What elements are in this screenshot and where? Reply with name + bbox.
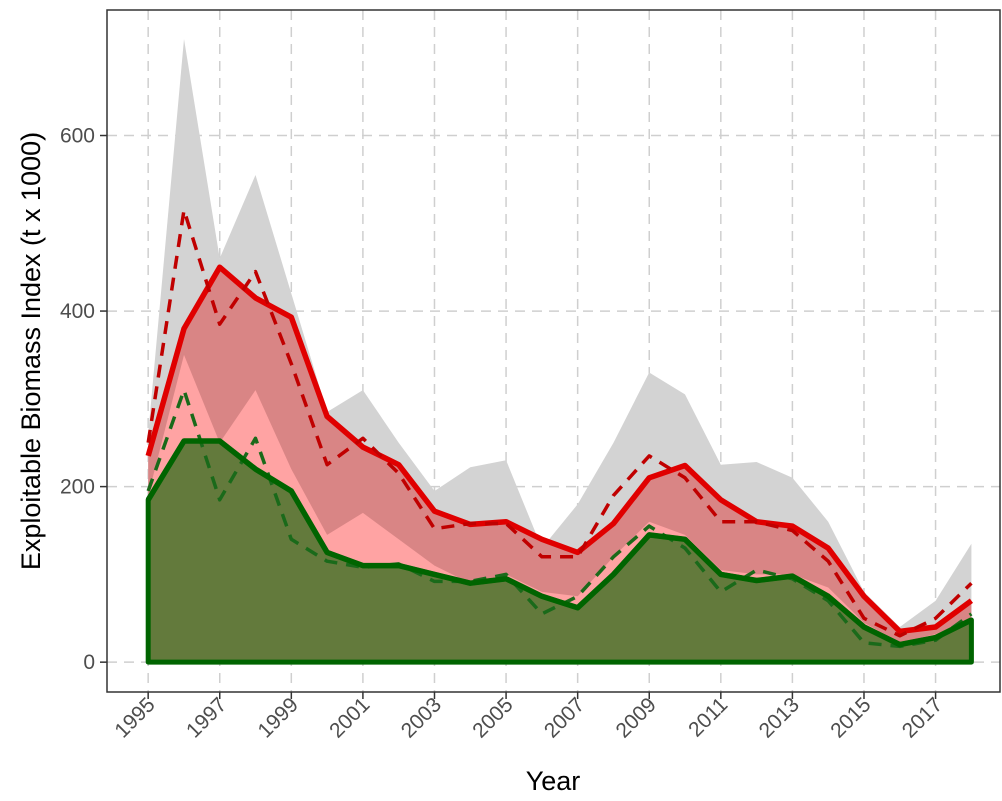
y-tick-label: 0 — [83, 651, 95, 674]
line — [146, 388, 973, 649]
line — [145, 438, 973, 648]
line — [145, 264, 974, 635]
x-tick-label: 1995 — [110, 693, 159, 742]
x-tick-label: 2003 — [397, 693, 446, 742]
plot-frame — [106, 9, 1001, 693]
y-tick-label: 400 — [60, 300, 95, 323]
x-tick-label: 2015 — [826, 693, 875, 742]
x-axis-title: Year — [526, 766, 581, 796]
x-tick-label: 2011 — [684, 693, 732, 741]
y-tick-label: 200 — [60, 476, 95, 499]
y-axis-title: Exploitable Biomass Index (t x 1000) — [16, 132, 46, 570]
y-tick-label: 600 — [60, 125, 95, 148]
x-tick-label: 2005 — [468, 693, 517, 742]
x-tick-label: 2001 — [325, 693, 374, 742]
x-tick-label: 2017 — [898, 693, 947, 742]
x-tick-label: 2009 — [611, 693, 660, 742]
x-tick-label: 2013 — [755, 693, 804, 742]
x-tick-label: 2007 — [540, 693, 589, 742]
x-tick-label: 1999 — [254, 693, 303, 742]
x-tick-label: 1997 — [182, 693, 231, 742]
